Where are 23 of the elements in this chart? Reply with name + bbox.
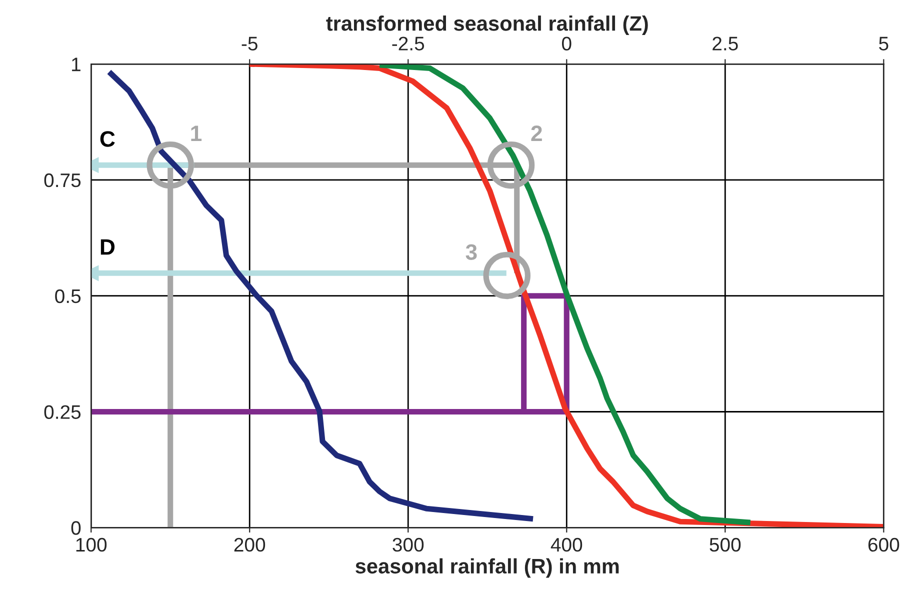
annotation: D [100,239,115,255]
y-tick-label: 0.5 [55,289,81,304]
annotation: C [100,131,115,147]
x2-tick-label: -5 [242,36,258,50]
y-tick-label: 0 [71,521,81,535]
x-tick-label: 100 [76,538,107,552]
x2-tick-label: 0 [562,36,572,50]
x-axis-title: seasonal rainfall (R) in mm [356,558,619,578]
x-tick-label: 600 [868,538,900,552]
x-tick-label: 400 [550,538,582,552]
x2-tick-label: 5 [879,36,888,50]
y-tick-label: 0.75 [44,173,81,188]
x2-tick-label: 2.5 [712,36,738,50]
x-tick-label: 300 [392,538,424,552]
y-tick-label: 0.25 [44,405,81,419]
annotation: 2 [531,126,542,142]
y-tick-label: 1 [72,58,80,72]
x2-axis-title: transformed seasonal rainfall (Z) [326,16,648,35]
x-tick-label: 200 [234,538,266,552]
x-tick-label: 500 [710,538,741,552]
x2-tick-label: -2.5 [392,36,424,50]
annotation: 1 [191,126,202,142]
annotation: 3 [466,244,477,260]
